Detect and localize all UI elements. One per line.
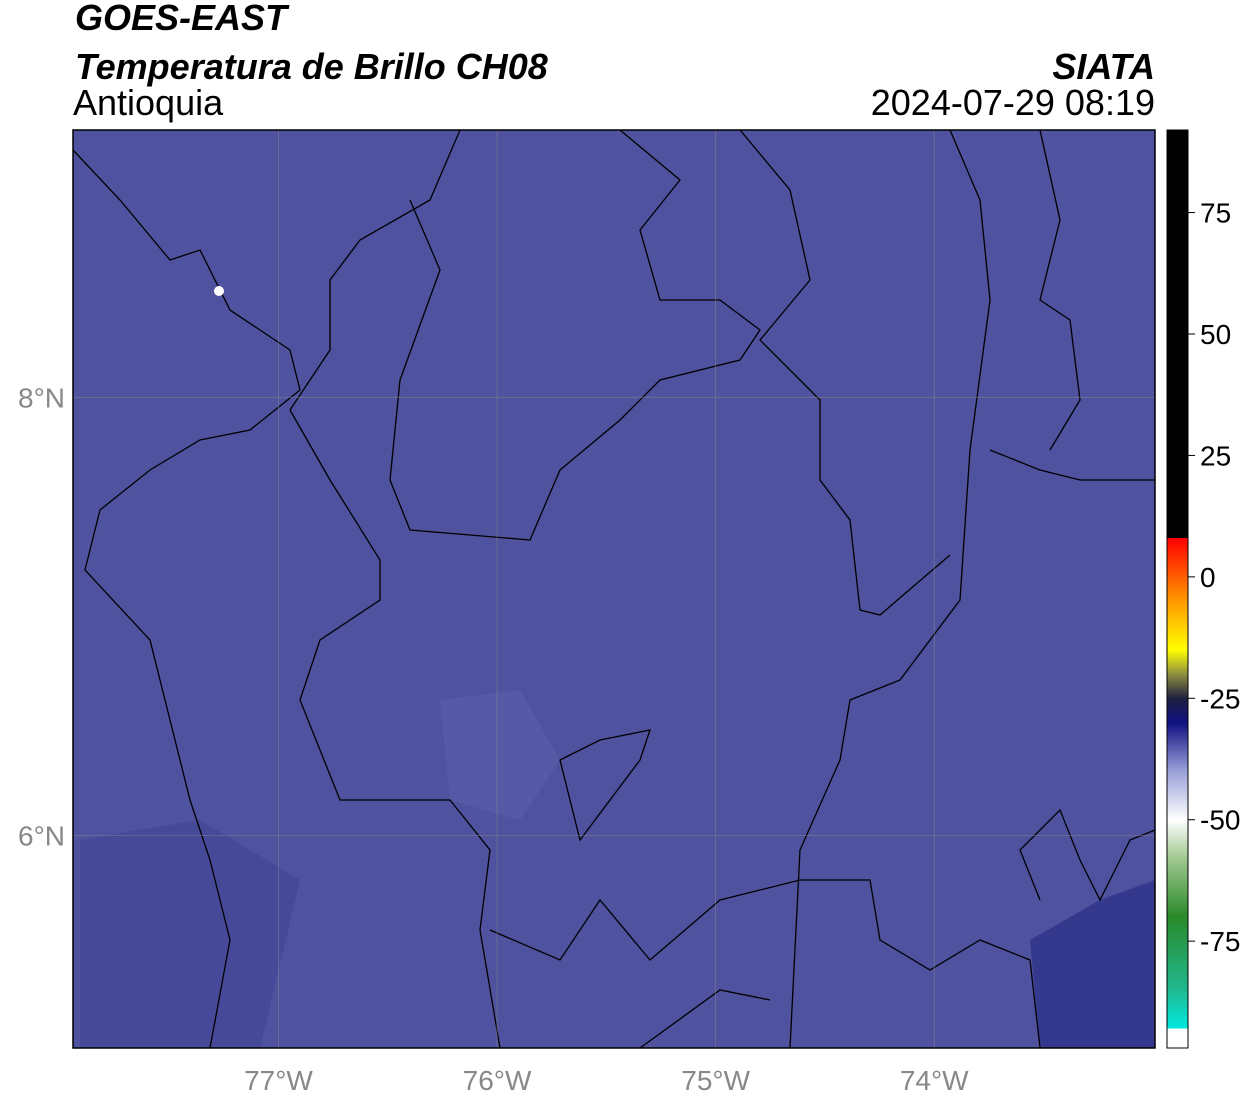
x-tick-label: 77°W <box>244 1065 313 1096</box>
map-frame <box>72 129 1156 1049</box>
colorbar-tick-label: 25 <box>1200 440 1231 471</box>
colorbar-tick-label: -25 <box>1200 683 1240 714</box>
y-tick-label: 8°N <box>18 382 65 413</box>
graticule <box>73 130 1155 1048</box>
region: Antioquia <box>73 82 224 123</box>
x-tick-label: 76°W <box>463 1065 532 1096</box>
title: GOES-EAST <box>75 0 290 38</box>
x-tick-label: 74°W <box>900 1065 969 1096</box>
colorbar-tick-label: 0 <box>1200 562 1216 593</box>
map-overlay <box>73 130 1155 1048</box>
subtitle: Temperatura de Brillo CH08 <box>75 46 548 87</box>
colorbar <box>1166 129 1189 1049</box>
agency: SIATA <box>1052 46 1155 87</box>
y-tick-label: 6°N <box>18 820 65 851</box>
colorbar-tick-label: -75 <box>1200 926 1240 957</box>
colorbar-tick-label: 75 <box>1200 198 1231 229</box>
x-tick-label: 75°W <box>681 1065 750 1096</box>
colorbar-tick-label: 50 <box>1200 319 1231 350</box>
timestamp: 2024-07-29 08:19 <box>871 82 1155 123</box>
colorbar-tick-label: -50 <box>1200 805 1240 836</box>
